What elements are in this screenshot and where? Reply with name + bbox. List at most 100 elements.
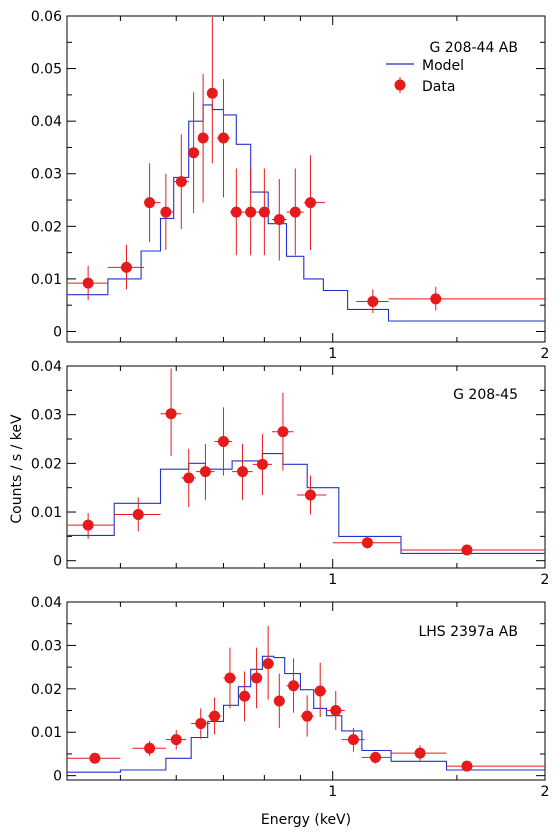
- data-marker: [165, 408, 177, 420]
- data-marker: [304, 197, 316, 209]
- data-marker: [183, 472, 195, 484]
- data-marker: [239, 690, 251, 702]
- legend: Model Data: [386, 58, 464, 95]
- data-point: [303, 155, 325, 250]
- data-point: [165, 730, 187, 750]
- panel-lhs2397a-ab: 1 2 0 0.01 0.02 0.03 0.04 LHS 2397a AB: [31, 595, 550, 800]
- y-tick-label: 0.04: [31, 114, 62, 130]
- data-point: [67, 752, 121, 764]
- y-tick-label: 0.06: [31, 9, 62, 25]
- data-point: [232, 443, 253, 500]
- y-tick-label: 0.02: [31, 682, 62, 698]
- data-marker: [237, 466, 249, 478]
- data-marker: [217, 132, 229, 144]
- y-tick-label: 0: [53, 324, 62, 340]
- data-marker: [301, 710, 313, 722]
- data-marker: [277, 426, 289, 438]
- data-point: [326, 691, 345, 731]
- model-step-line: [67, 655, 545, 773]
- data-marker: [224, 672, 236, 684]
- panel-g208-44ab: 1 2 0 0.01 0.02 0.03 0.04 0.05 0.06 G 208-44 AB: [31, 9, 550, 362]
- x-tick-label: 1: [328, 346, 337, 362]
- data-marker: [132, 508, 144, 520]
- y-tick-label: 0.03: [31, 408, 62, 424]
- data-marker: [273, 213, 285, 225]
- data-marker: [461, 544, 473, 556]
- data-marker: [288, 680, 300, 692]
- data-point: [271, 392, 294, 471]
- y-tick-label: 0.05: [31, 62, 62, 78]
- data-marker: [199, 466, 211, 478]
- data-marker: [217, 435, 229, 447]
- data-point: [160, 173, 174, 250]
- data-marker: [160, 206, 172, 218]
- data-marker: [197, 132, 209, 144]
- panel-title: LHS 2397a AB: [418, 624, 518, 640]
- data-marker: [430, 293, 442, 305]
- data-point: [191, 708, 211, 739]
- data-point: [181, 448, 197, 508]
- data-point: [356, 289, 389, 314]
- y-tick-label: 0.01: [31, 272, 62, 288]
- x-tick-label: 2: [541, 572, 550, 588]
- legend-data-label: Data: [422, 79, 455, 95]
- model-step-line: [67, 104, 545, 322]
- data-point: [332, 536, 402, 549]
- data-marker: [144, 197, 156, 209]
- data-marker: [175, 176, 187, 188]
- plot-frame: [66, 601, 546, 781]
- data-marker: [361, 537, 373, 549]
- data-point: [250, 647, 263, 709]
- x-axis-label: Energy (keV): [261, 812, 351, 828]
- data-marker: [209, 710, 221, 722]
- data-marker: [195, 718, 207, 730]
- data-marker: [82, 519, 94, 531]
- data-marker: [245, 206, 257, 218]
- data-marker: [273, 695, 285, 707]
- data-point: [341, 727, 365, 752]
- x-tick-label: 1: [328, 784, 337, 800]
- data-point: [273, 673, 285, 728]
- data-point: [160, 368, 182, 457]
- data-point: [229, 168, 243, 256]
- data-point: [143, 163, 161, 243]
- data-marker: [251, 672, 263, 684]
- data-point: [391, 745, 447, 762]
- data-point: [300, 695, 314, 737]
- plot-frame: [66, 365, 546, 569]
- data-point: [361, 751, 392, 764]
- data-marker: [170, 734, 182, 746]
- data-marker: [461, 760, 473, 772]
- data-point: [286, 168, 304, 256]
- plot-frame: [66, 15, 546, 343]
- data-point: [197, 73, 209, 203]
- data-point: [238, 671, 251, 722]
- data-point: [132, 740, 166, 757]
- x-tick-label: 2: [541, 784, 550, 800]
- data-point: [214, 407, 233, 476]
- y-axis-label: Counts / s / keV: [9, 414, 25, 524]
- data-marker: [188, 147, 200, 159]
- data-point: [223, 647, 237, 709]
- data-point: [67, 265, 108, 300]
- data-point: [196, 443, 215, 500]
- model-step-line: [67, 453, 545, 554]
- data-point: [114, 497, 161, 532]
- data-marker: [367, 296, 379, 308]
- data-point: [206, 17, 218, 164]
- y-tick-label: 0: [53, 554, 62, 570]
- y-tick-label: 0.04: [31, 595, 62, 611]
- y-tick-label: 0.03: [31, 167, 62, 183]
- data-point: [107, 244, 144, 290]
- data-point: [286, 658, 301, 713]
- panel-g208-45: 1 2 0 0.01 0.02 0.03 0.04 G 208-45: [31, 359, 550, 588]
- x-tick-label: 1: [328, 572, 337, 588]
- data-point: [446, 760, 545, 772]
- data-marker: [314, 685, 326, 697]
- data-point: [252, 434, 272, 495]
- data-marker: [82, 277, 94, 289]
- data-marker: [304, 489, 316, 501]
- data-point: [216, 79, 230, 198]
- panel-title: G 208-45: [453, 387, 518, 403]
- data-marker: [206, 87, 218, 99]
